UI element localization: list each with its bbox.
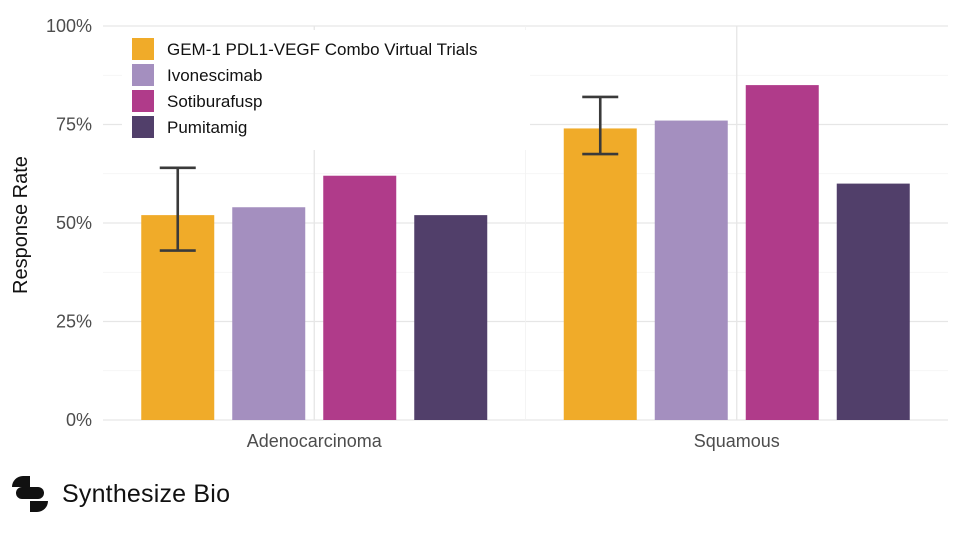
legend-swatch <box>132 64 154 86</box>
legend: GEM-1 PDL1-VEGF Combo Virtual Trials Ivon… <box>122 30 530 150</box>
legend-label: Ivonescimab <box>167 66 262 85</box>
y-axis-title: Response Rate <box>10 156 32 294</box>
bar <box>563 128 637 420</box>
legend-label: Sotiburafusp <box>167 92 262 111</box>
brand-name: Synthesize Bio <box>62 479 231 508</box>
synthesize-bio-logo-icon <box>12 476 48 512</box>
bar <box>323 175 397 420</box>
legend-label: GEM-1 PDL1-VEGF Combo Virtual Trials <box>167 40 478 59</box>
x-tick-label: Squamous <box>694 431 780 451</box>
legend-swatch <box>132 38 154 60</box>
y-axis-ticks: 0% 25% 50% 75% 100% <box>46 16 92 430</box>
legend-label: Pumitamig <box>167 118 247 137</box>
legend-swatch <box>132 116 154 138</box>
y-tick-label: 50% <box>56 213 92 233</box>
bar <box>745 85 819 420</box>
y-tick-label: 100% <box>46 16 92 36</box>
legend-swatch <box>132 90 154 112</box>
bars <box>141 85 910 420</box>
bar <box>836 183 910 420</box>
error-bars <box>159 95 619 252</box>
y-tick-label: 25% <box>56 312 92 332</box>
y-tick-label: 0% <box>66 410 92 430</box>
bar <box>414 215 488 420</box>
brand-footer: Synthesize Bio <box>10 474 230 514</box>
legend-background <box>122 30 530 150</box>
x-tick-label: Adenocarcinoma <box>247 431 383 451</box>
x-axis-ticks: Adenocarcinoma Squamous <box>247 431 780 451</box>
bar <box>654 120 728 420</box>
bar-chart: 0% 25% 50% 75% 100% Response Rate Adenocarci… <box>10 16 948 451</box>
bar <box>232 207 306 420</box>
y-tick-label: 75% <box>56 115 92 135</box>
